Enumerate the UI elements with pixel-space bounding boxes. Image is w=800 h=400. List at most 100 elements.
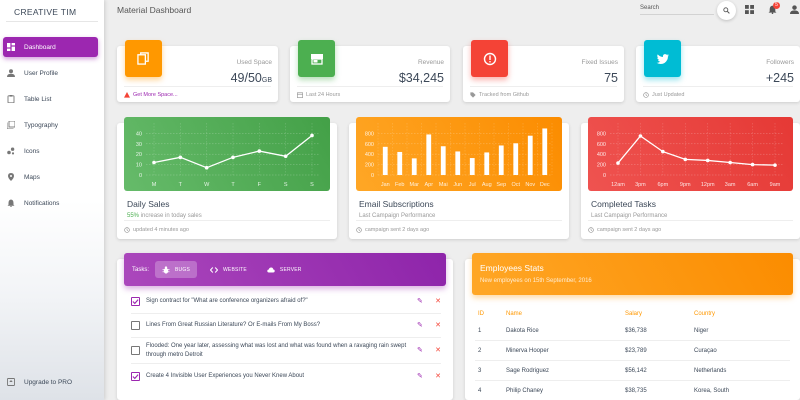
stat-footer-text: Tracked from Github <box>479 91 529 98</box>
clock-icon <box>124 227 130 233</box>
close-icon[interactable]: ✕ <box>435 298 441 305</box>
column-header: ID <box>478 311 484 317</box>
close-icon[interactable]: ✕ <box>435 347 441 354</box>
get-more-space-link[interactable]: Get More Space... <box>133 91 178 98</box>
sidebar-item-dashboard[interactable]: Dashboard <box>3 37 98 57</box>
data-point <box>616 161 620 165</box>
stat-category: Revenue <box>417 59 444 66</box>
content-copy-icon <box>137 52 149 65</box>
sidebar-item-icons[interactable]: Icons <box>3 141 98 161</box>
email-subscriptions-chart-svg: 0 200 400 600 800 Jan Feb Mar Apr Mai Jun Jul Aug Sep… <box>365 123 553 188</box>
edit-icon[interactable]: ✎ <box>417 298 423 305</box>
x-tick-label: W <box>204 182 210 188</box>
stat-icon-box <box>125 40 162 77</box>
x-tick-label: Nov <box>525 182 535 188</box>
bar <box>542 128 548 175</box>
data-point <box>705 158 710 163</box>
data-point <box>257 149 262 153</box>
stat-footer: Just Updated <box>643 86 793 102</box>
tab-label: SERVER <box>279 266 302 273</box>
x-tick-label: Feb <box>395 182 404 188</box>
x-tick-label: S <box>310 182 314 188</box>
edit-icon[interactable]: ✎ <box>417 372 423 380</box>
sidebar-item-table-list[interactable]: Table List <box>3 89 98 109</box>
column-header: Name <box>506 311 523 317</box>
increase-percent: 55% <box>127 213 140 219</box>
x-tick-label: 9pm <box>680 182 691 188</box>
sidebar-item-maps[interactable]: Maps <box>3 167 98 187</box>
stat-card-followers: Followers +245 Just Updated <box>636 40 800 102</box>
page-title[interactable]: Material Dashboard <box>117 5 192 15</box>
chart-title: Email Subscriptions <box>359 199 434 209</box>
person-icon[interactable] <box>790 5 799 14</box>
sidebar-item-typography[interactable]: Typography <box>3 115 98 135</box>
dashboard-icon[interactable] <box>745 5 754 14</box>
store-icon <box>310 53 323 65</box>
x-tick-label: T <box>231 182 235 188</box>
stat-footer: Get More Space... <box>124 86 271 102</box>
y-tick-label: 0 <box>139 173 142 179</box>
email-subscriptions-chart: 0 200 400 600 800 Jan Feb Mar Apr Mai Jun Jul Aug Sep… <box>356 117 562 191</box>
check-icon <box>132 373 139 379</box>
x-tick-label: Sep <box>496 182 506 188</box>
y-tick-label: 200 <box>597 163 606 169</box>
chart-footer-text: updated 4 minutes ago <box>133 227 189 233</box>
task-text: Flooded: One year later, assessing what … <box>146 342 407 358</box>
daily-sales-chart-svg: 0 10 20 30 40 M T W T F S S <box>136 123 320 188</box>
table-cell: $36,738 <box>625 327 647 334</box>
tab-website[interactable]: WEBSITE <box>203 261 254 278</box>
edit-icon[interactable]: ✎ <box>417 347 423 354</box>
data-point <box>750 162 755 167</box>
x-tick-label: S <box>284 182 288 188</box>
task-checkbox[interactable] <box>131 321 140 330</box>
cloud-icon <box>267 267 275 272</box>
task-row: Flooded: One year later, assessing what … <box>131 338 441 364</box>
edit-icon[interactable]: ✎ <box>417 322 423 329</box>
search-input[interactable]: Search <box>640 3 714 15</box>
employees-subtitle: New employees on 15th September, 2016 <box>480 278 592 284</box>
stat-category: Followers <box>766 59 794 66</box>
x-tick-label: 3pm <box>635 182 646 188</box>
close-icon[interactable]: ✕ <box>435 322 441 329</box>
stat-icon-box <box>298 40 335 77</box>
task-checkbox[interactable] <box>131 297 140 306</box>
bar <box>469 158 475 175</box>
stat-value: 49/50GB <box>231 71 272 85</box>
table-cell: 4 <box>478 388 482 394</box>
y-tick-label: 400 <box>365 152 374 158</box>
tab-bugs[interactable]: BUGS <box>155 261 197 278</box>
sidebar-item-label: Table List <box>24 95 52 103</box>
tab-server[interactable]: SERVER <box>260 261 309 278</box>
bell-icon <box>7 199 15 207</box>
close-icon[interactable]: ✕ <box>435 372 441 380</box>
task-checkbox[interactable] <box>131 371 140 381</box>
y-tick-label: 200 <box>365 163 374 169</box>
person-icon <box>7 69 15 77</box>
y-tick-label: 0 <box>603 173 606 179</box>
upgrade-to-pro-link[interactable]: Upgrade to PRO <box>3 372 98 392</box>
update-icon <box>643 91 649 98</box>
task-actions: ✎ ✕ <box>417 298 441 305</box>
search-icon <box>723 7 730 14</box>
x-tick-label: 6am <box>747 182 758 188</box>
brand-logo[interactable]: CREATIVE TIM <box>6 0 98 22</box>
x-tick-label: Dec <box>540 182 550 188</box>
stat-value: $34,245 <box>398 71 444 85</box>
x-tick-label: 3am <box>725 182 736 188</box>
stat-value-unit: GB <box>261 77 272 84</box>
y-tick-label: 600 <box>597 142 606 148</box>
search-button[interactable] <box>717 1 736 20</box>
y-tick-label: 800 <box>597 131 606 137</box>
chart-subtitle: Last Campaign Performance <box>591 213 668 219</box>
sidebar-item-notifications[interactable]: Notifications <box>3 193 98 213</box>
completed-tasks-chart-svg: 0 200 400 600 800 12am 3pm 6pm 9pm 12pm 3am 6am 9am <box>597 123 783 188</box>
task-checkbox[interactable] <box>131 346 140 355</box>
sidebar-background <box>0 200 104 400</box>
x-tick-label: Aug <box>482 182 492 188</box>
bar <box>455 151 461 175</box>
sidebar-item-label: Typography <box>24 121 58 129</box>
chart-card-email-subscriptions: 0 200 400 600 800 Jan Feb Mar Apr Mai Jun Jul Aug Sep… <box>349 117 569 239</box>
sidebar-item-label: User Profile <box>24 69 58 77</box>
table-row: 4 Philip Chaney $38,735 Korea, South <box>475 381 790 400</box>
sidebar-item-user-profile[interactable]: User Profile <box>3 63 98 83</box>
